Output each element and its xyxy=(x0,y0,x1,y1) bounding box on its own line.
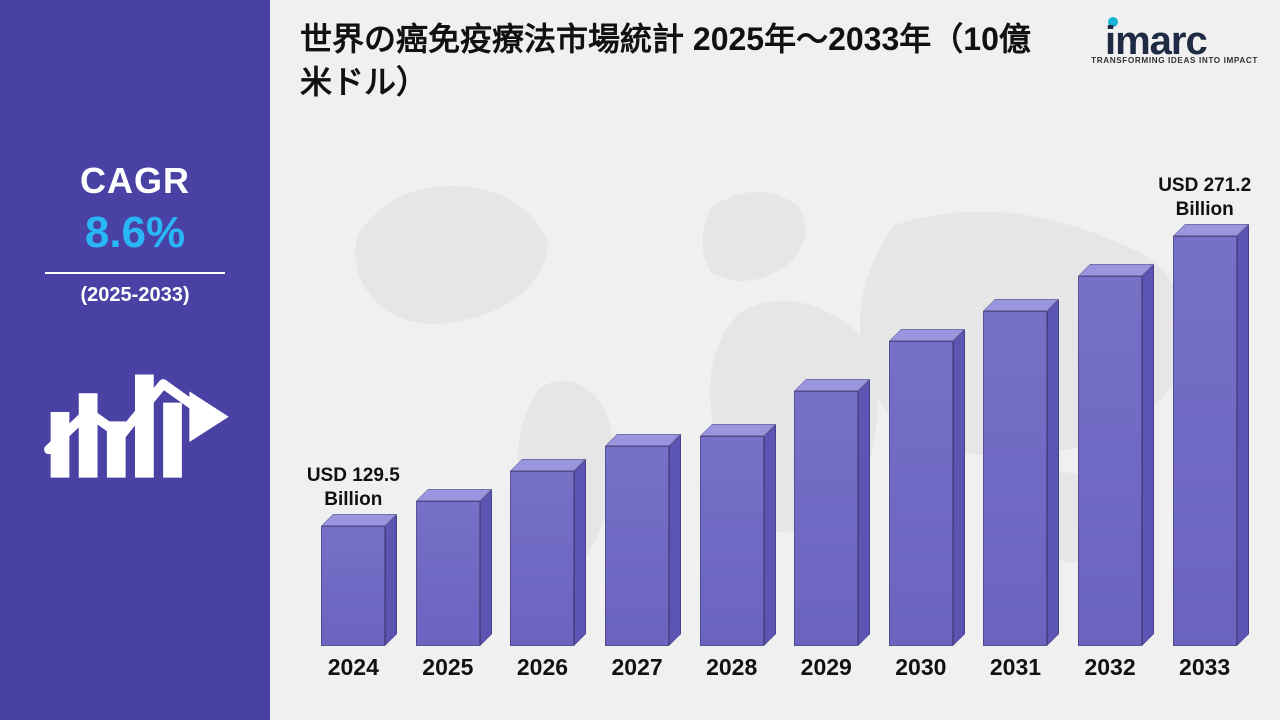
chart-bar xyxy=(405,501,492,646)
chart-bar xyxy=(1161,236,1248,646)
cagr-label: CAGR xyxy=(80,160,190,202)
x-axis-label: 2032 xyxy=(1067,646,1154,692)
x-axis-label: 2025 xyxy=(405,646,492,692)
chart-bar xyxy=(594,446,681,646)
x-axis-label: 2031 xyxy=(972,646,1059,692)
chart-bar xyxy=(972,311,1059,646)
cagr-divider xyxy=(45,272,225,274)
chart-plot-area xyxy=(300,120,1258,646)
chart-bar xyxy=(783,391,870,646)
x-axis-label: 2030 xyxy=(878,646,965,692)
cagr-value: 8.6% xyxy=(85,208,185,258)
value-callout: USD 129.5Billion xyxy=(293,464,413,512)
chart-x-axis: 2024202520262027202820292030203120322033 xyxy=(300,646,1258,692)
sidebar-panel: CAGR 8.6% (2025-2033) xyxy=(0,0,270,720)
x-axis-label: 2027 xyxy=(594,646,681,692)
x-axis-label: 2024 xyxy=(310,646,397,692)
main-panel: 世界の癌免疫療法市場統計 2025年～2033年（10億米ドル） imarc T… xyxy=(270,0,1280,720)
brand-logo: imarc TRANSFORMING IDEAS INTO IMPACT xyxy=(1091,14,1258,65)
chart-bar xyxy=(310,526,397,646)
growth-chart-icon xyxy=(40,337,230,487)
page-title: 世界の癌免疫療法市場統計 2025年～2033年（10億米ドル） xyxy=(300,18,1060,104)
svg-text:imarc: imarc xyxy=(1105,19,1207,60)
chart-bar xyxy=(1067,276,1154,646)
chart-bar xyxy=(499,471,586,646)
bar-chart: 2024202520262027202820292030203120322033… xyxy=(300,120,1258,692)
x-axis-label: 2026 xyxy=(499,646,586,692)
chart-bar xyxy=(688,436,775,646)
x-axis-label: 2033 xyxy=(1161,646,1248,692)
logo-tagline: TRANSFORMING IDEAS INTO IMPACT xyxy=(1091,56,1258,65)
chart-bar xyxy=(878,341,965,646)
value-callout: USD 271.2Billion xyxy=(1145,174,1265,222)
x-axis-label: 2028 xyxy=(688,646,775,692)
cagr-period: (2025-2033) xyxy=(81,284,190,307)
logo-text: imarc xyxy=(1091,14,1258,60)
x-axis-label: 2029 xyxy=(783,646,870,692)
